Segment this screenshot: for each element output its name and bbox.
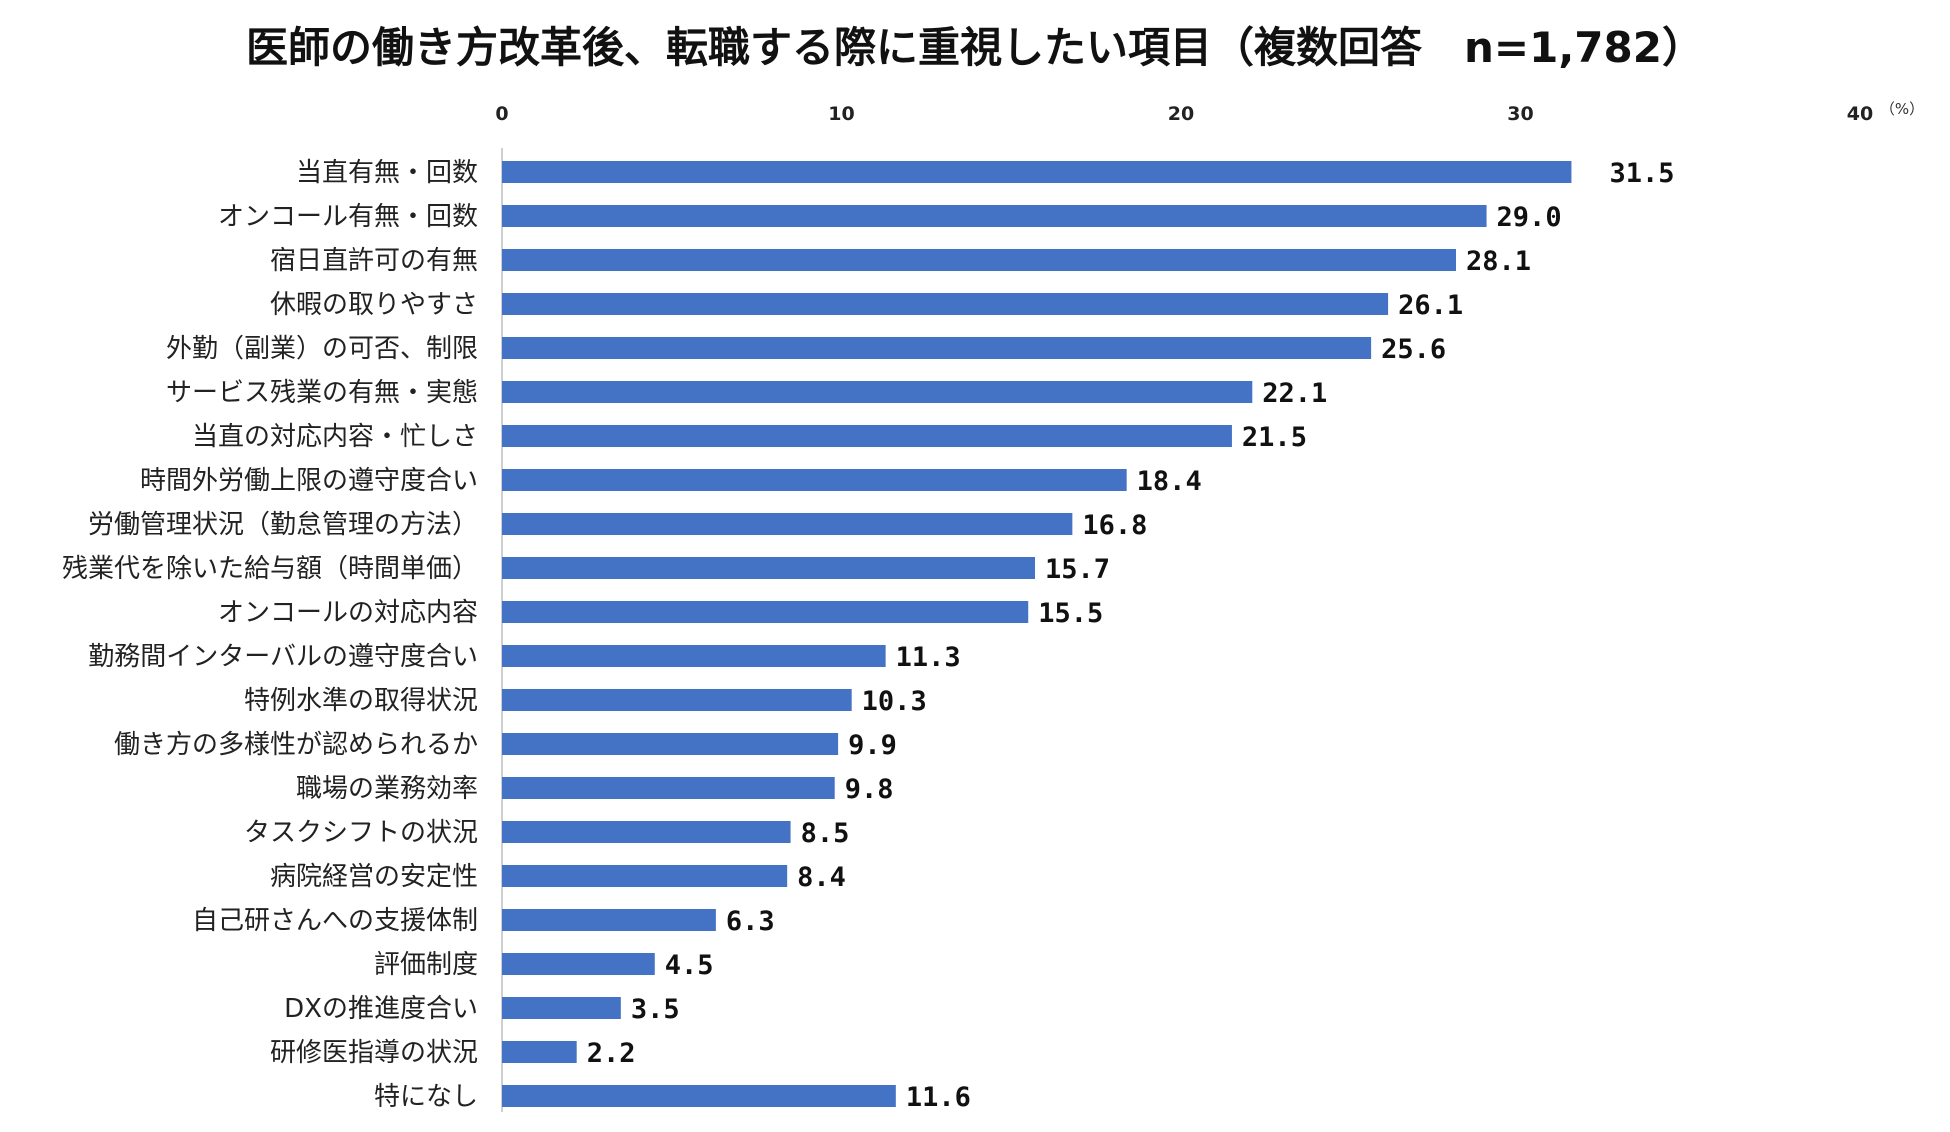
value-label: 8.5 [801, 818, 850, 849]
bar [502, 161, 1572, 183]
category-label: 病院経営の安定性 [270, 862, 478, 892]
value-label: 10.3 [862, 686, 927, 717]
value-label: 4.5 [665, 950, 714, 981]
x-tick-label: 30 [1507, 103, 1533, 125]
bar [502, 469, 1127, 491]
category-label: オンコール有無・回数 [218, 202, 478, 232]
value-label: 18.4 [1137, 466, 1202, 497]
value-label: 28.1 [1466, 246, 1531, 277]
bar [502, 909, 716, 931]
category-label: 特例水準の取得状況 [244, 686, 478, 716]
bar [502, 865, 788, 887]
bar [502, 821, 791, 843]
value-label: 29.0 [1497, 202, 1562, 233]
bar [502, 1085, 896, 1107]
bar [502, 249, 1456, 271]
bar [502, 381, 1253, 403]
x-tick-label: 20 [1168, 103, 1194, 125]
category-label: 特になし [374, 1082, 478, 1112]
bar [502, 337, 1372, 359]
value-label: 25.6 [1381, 334, 1446, 365]
x-tick-label: 40 [1847, 103, 1873, 125]
value-label: 21.5 [1242, 422, 1307, 453]
x-axis-ticks: 0 10 20 30 40 [495, 103, 1873, 125]
value-label: 3.5 [631, 994, 680, 1025]
category-label: 休暇の取りやすさ [270, 290, 478, 320]
category-label: 勤務間インターバルの遵守度合い [88, 642, 478, 672]
value-label: 16.8 [1082, 510, 1147, 541]
category-label: 働き方の多様性が認められるか [114, 730, 478, 760]
bar [502, 777, 835, 799]
category-label: 評価制度 [374, 950, 478, 980]
category-label: 当直有無・回数 [296, 158, 478, 188]
value-label: 31.5 [1609, 158, 1674, 189]
bars-group: 当直有無・回数 31.5 オンコール有無・回数 29.0 宿日直許可の有無 28.1 休暇の… [62, 158, 1675, 1113]
bar [502, 689, 852, 711]
category-label: 外勤（副業）の可否、制限 [166, 334, 478, 364]
value-label: 15.7 [1045, 554, 1110, 585]
bar [502, 513, 1073, 535]
value-label: 15.5 [1038, 598, 1103, 629]
category-label: DXの推進度合い [284, 994, 478, 1024]
value-label: 2.2 [587, 1038, 636, 1069]
category-label: 残業代を除いた給与額（時間単価） [62, 554, 478, 584]
category-label: 労働管理状況（勤怠管理の方法） [88, 510, 478, 540]
bar [502, 645, 886, 667]
bar [502, 1041, 577, 1063]
bar [502, 733, 839, 755]
value-label: 22.1 [1262, 378, 1327, 409]
bar [502, 205, 1487, 227]
bar [502, 601, 1029, 623]
category-label: 時間外労働上限の遵守度合い [140, 466, 478, 496]
value-label: 11.3 [896, 642, 961, 673]
category-label: 宿日直許可の有無 [270, 246, 478, 276]
bar [502, 997, 621, 1019]
x-tick-label: 0 [495, 103, 508, 125]
bar [502, 953, 655, 975]
value-label: 8.4 [797, 862, 846, 893]
bar [502, 557, 1036, 579]
category-label: タスクシフトの状況 [244, 818, 478, 848]
bar [502, 293, 1389, 315]
value-label: 9.9 [848, 730, 897, 761]
value-label: 6.3 [726, 906, 775, 937]
chart-title: 医師の働き方改革後、転職する際に重視したい項目（複数回答 n=1,782） [246, 23, 1704, 72]
value-label: 26.1 [1398, 290, 1463, 321]
axis-unit-label: （%） [1880, 100, 1924, 118]
category-label: 当直の対応内容・忙しさ [192, 422, 478, 452]
category-label: オンコールの対応内容 [218, 598, 478, 628]
value-label: 9.8 [845, 774, 894, 805]
value-label: 11.6 [906, 1082, 971, 1113]
category-label: 研修医指導の状況 [270, 1038, 478, 1068]
x-tick-label: 10 [828, 103, 854, 125]
category-label: 自己研さんへの支援体制 [192, 906, 478, 936]
bar [502, 425, 1232, 447]
category-label: 職場の業務効率 [296, 774, 478, 804]
category-label: サービス残業の有無・実態 [166, 378, 478, 408]
